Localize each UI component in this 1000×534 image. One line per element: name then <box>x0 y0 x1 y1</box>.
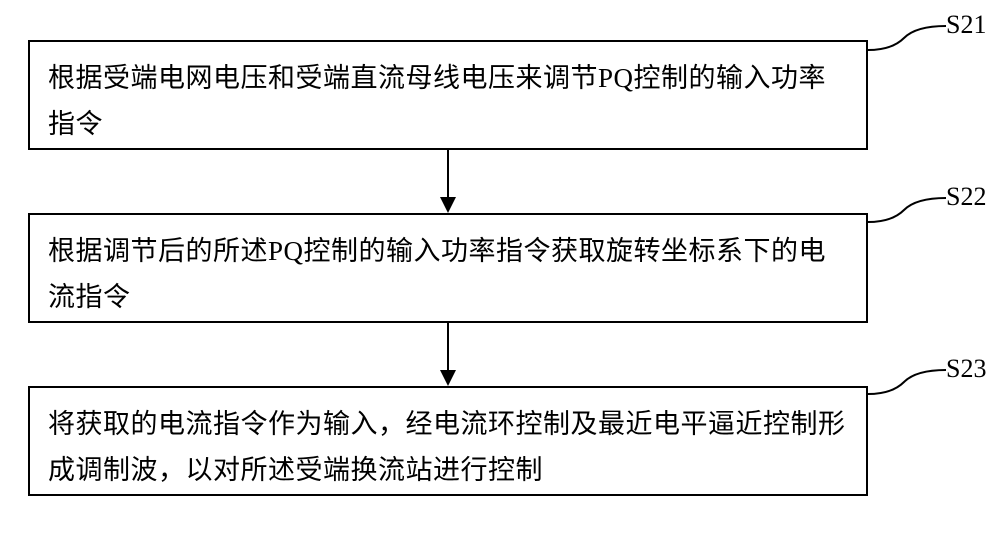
flowchart-step-3: 将获取的电流指令作为输入，经电流环控制及最近电平逼近控制形成调制波，以对所述受端… <box>28 386 868 496</box>
label-connector-2 <box>868 194 946 224</box>
step-2-text: 根据调节后的所述PQ控制的输入功率指令获取旋转坐标系下的电流指令 <box>48 229 848 321</box>
step-3-text: 将获取的电流指令作为输入，经电流环控制及最近电平逼近控制形成调制波，以对所述受端… <box>48 402 848 494</box>
label-connector-1 <box>868 22 946 52</box>
step-2-label: S22 <box>946 182 986 212</box>
label-connector-3 <box>868 366 946 396</box>
step-3-label: S23 <box>946 354 986 384</box>
arrow-1-head <box>440 197 456 213</box>
flowchart-step-1: 根据受端电网电压和受端直流母线电压来调节PQ控制的输入功率指令 <box>28 40 868 150</box>
arrow-1-line <box>447 150 449 197</box>
arrow-2-head <box>440 370 456 386</box>
step-1-text: 根据受端电网电压和受端直流母线电压来调节PQ控制的输入功率指令 <box>48 56 848 148</box>
step-1-label: S21 <box>946 10 986 40</box>
arrow-2-line <box>447 323 449 370</box>
flowchart-step-2: 根据调节后的所述PQ控制的输入功率指令获取旋转坐标系下的电流指令 <box>28 213 868 323</box>
